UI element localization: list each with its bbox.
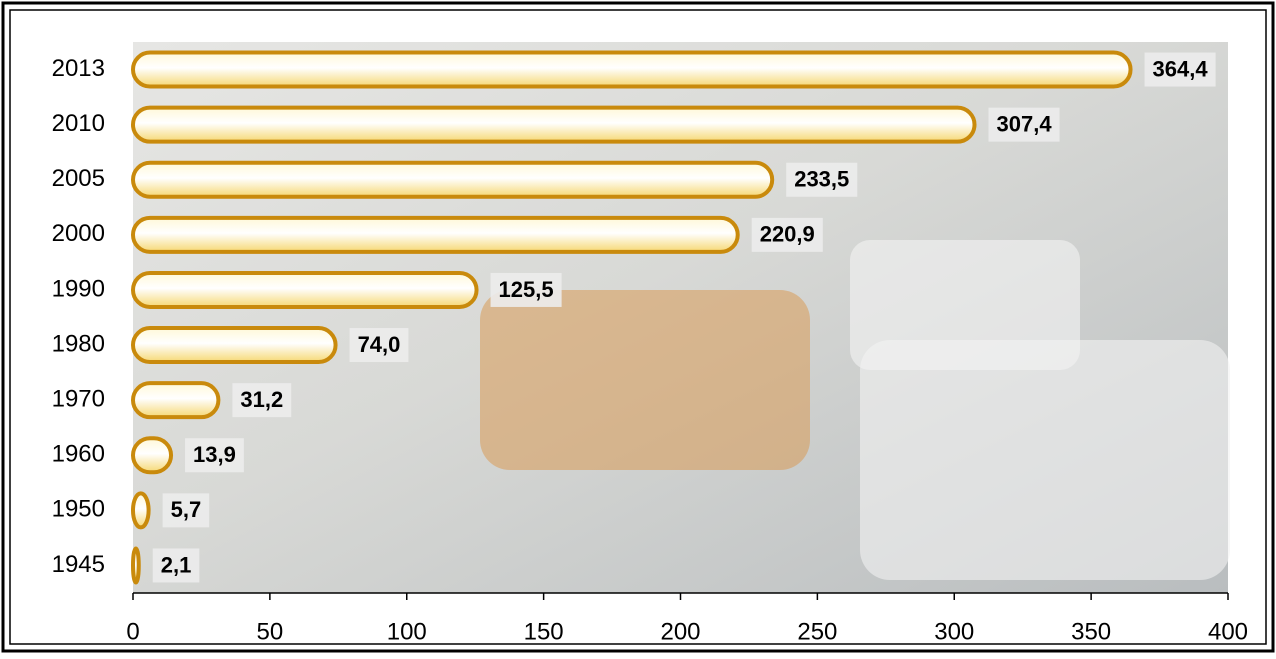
x-tick-label: 150 [524, 618, 564, 645]
bar [131, 491, 151, 530]
x-tick-label: 100 [387, 618, 427, 645]
y-tick-label: 1970 [52, 385, 105, 412]
value-label-box [786, 162, 858, 197]
y-tick-label: 1945 [52, 551, 105, 578]
y-tick-label: 2013 [52, 55, 105, 82]
inner-frame [9, 9, 1267, 645]
value-label: 13,9 [193, 442, 236, 467]
bar [131, 436, 174, 475]
x-tick-label: 350 [1071, 618, 1111, 645]
value-label: 74,0 [358, 332, 401, 357]
y-tick-label: 2000 [52, 220, 105, 247]
x-tick-label: 250 [797, 618, 837, 645]
background-car [850, 240, 1080, 370]
x-tick-label: 50 [257, 618, 284, 645]
bar [131, 326, 338, 365]
value-label-box [232, 383, 292, 418]
bar [131, 381, 221, 420]
value-label-box [185, 438, 244, 473]
value-label: 307,4 [997, 111, 1053, 136]
value-label: 220,9 [760, 222, 815, 247]
value-label: 5,7 [171, 497, 202, 522]
value-label: 364,4 [1153, 56, 1209, 81]
y-tick-label: 2005 [52, 165, 105, 192]
value-label-box [1144, 52, 1216, 87]
value-label-box [152, 548, 200, 583]
value-label: 31,2 [240, 387, 283, 412]
x-tick-label: 0 [126, 618, 139, 645]
bar [131, 105, 977, 144]
value-label-box [988, 107, 1060, 142]
y-tick-label: 1950 [52, 496, 105, 523]
background-car [860, 340, 1230, 580]
value-label-box [162, 493, 210, 528]
value-label: 2,1 [161, 552, 192, 577]
x-tick-label: 400 [1208, 618, 1248, 645]
bar [131, 160, 775, 199]
value-label: 233,5 [794, 167, 849, 192]
bar [131, 546, 141, 585]
value-label-box [490, 272, 562, 307]
bar [131, 215, 740, 254]
y-tick-label: 2010 [52, 110, 105, 137]
y-tick-label: 1990 [52, 275, 105, 302]
x-tick-label: 300 [934, 618, 974, 645]
value-label: 125,5 [499, 277, 554, 302]
bar [131, 270, 479, 309]
value-label-box [349, 328, 409, 363]
y-tick-label: 1980 [52, 330, 105, 357]
y-tick-label: 1960 [52, 441, 105, 468]
x-tick-label: 200 [660, 618, 700, 645]
bar [131, 50, 1133, 89]
value-label-box [751, 217, 823, 252]
background-car [480, 290, 810, 470]
